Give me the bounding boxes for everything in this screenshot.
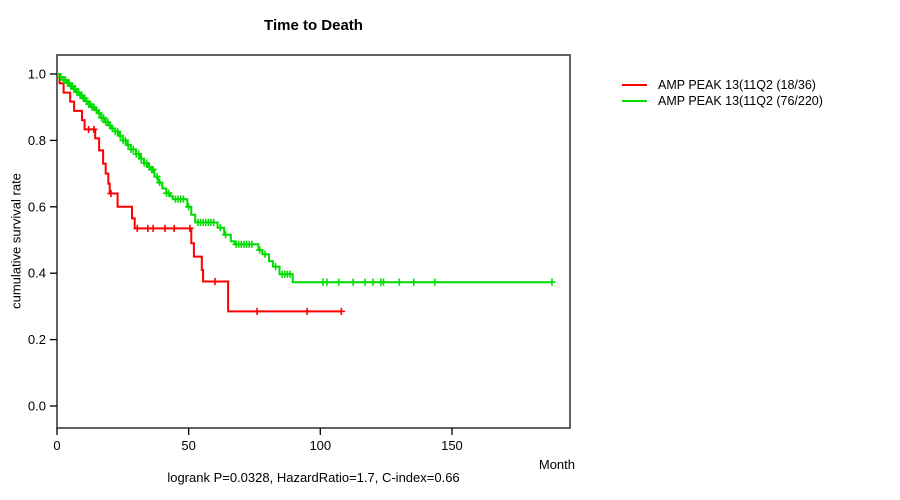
y-tick-label: 1.0 bbox=[28, 67, 46, 82]
survival-curve-red bbox=[57, 73, 342, 313]
plot-box bbox=[56, 54, 571, 429]
chart-title: Time to Death bbox=[264, 17, 363, 34]
legend-line-green bbox=[622, 100, 647, 102]
y-tick-label: 0.2 bbox=[28, 332, 46, 347]
y-tick-label: 0.6 bbox=[28, 199, 46, 214]
x-axis-label: Month bbox=[538, 457, 575, 472]
x-tick-label: 100 bbox=[309, 438, 331, 453]
legend-label-green: AMP PEAK 13(11Q2 (76/220) bbox=[658, 94, 823, 108]
legend-label-red: AMP PEAK 13(11Q2 (18/36) bbox=[658, 78, 816, 92]
y-tick-label: 0.4 bbox=[28, 266, 46, 281]
y-tick-label: 0.0 bbox=[28, 399, 46, 414]
x-tick-label: 50 bbox=[181, 438, 195, 453]
legend-line-red bbox=[622, 84, 647, 86]
survival-curve-green bbox=[57, 73, 552, 284]
x-tick-label: 150 bbox=[441, 438, 463, 453]
legend-item-green: AMP PEAK 13(11Q2 (76/220) bbox=[622, 93, 823, 109]
y-tick-label: 0.8 bbox=[28, 133, 46, 148]
x-tick-label: 0 bbox=[53, 438, 60, 453]
legend: AMP PEAK 13(11Q2 (18/36) AMP PEAK 13(11Q… bbox=[622, 77, 823, 109]
legend-item-red: AMP PEAK 13(11Q2 (18/36) bbox=[622, 77, 823, 93]
stats-annotation: logrank P=0.0328, HazardRatio=1.7, C-ind… bbox=[167, 470, 460, 485]
y-axis-label: cumulative survival rate bbox=[8, 173, 24, 309]
